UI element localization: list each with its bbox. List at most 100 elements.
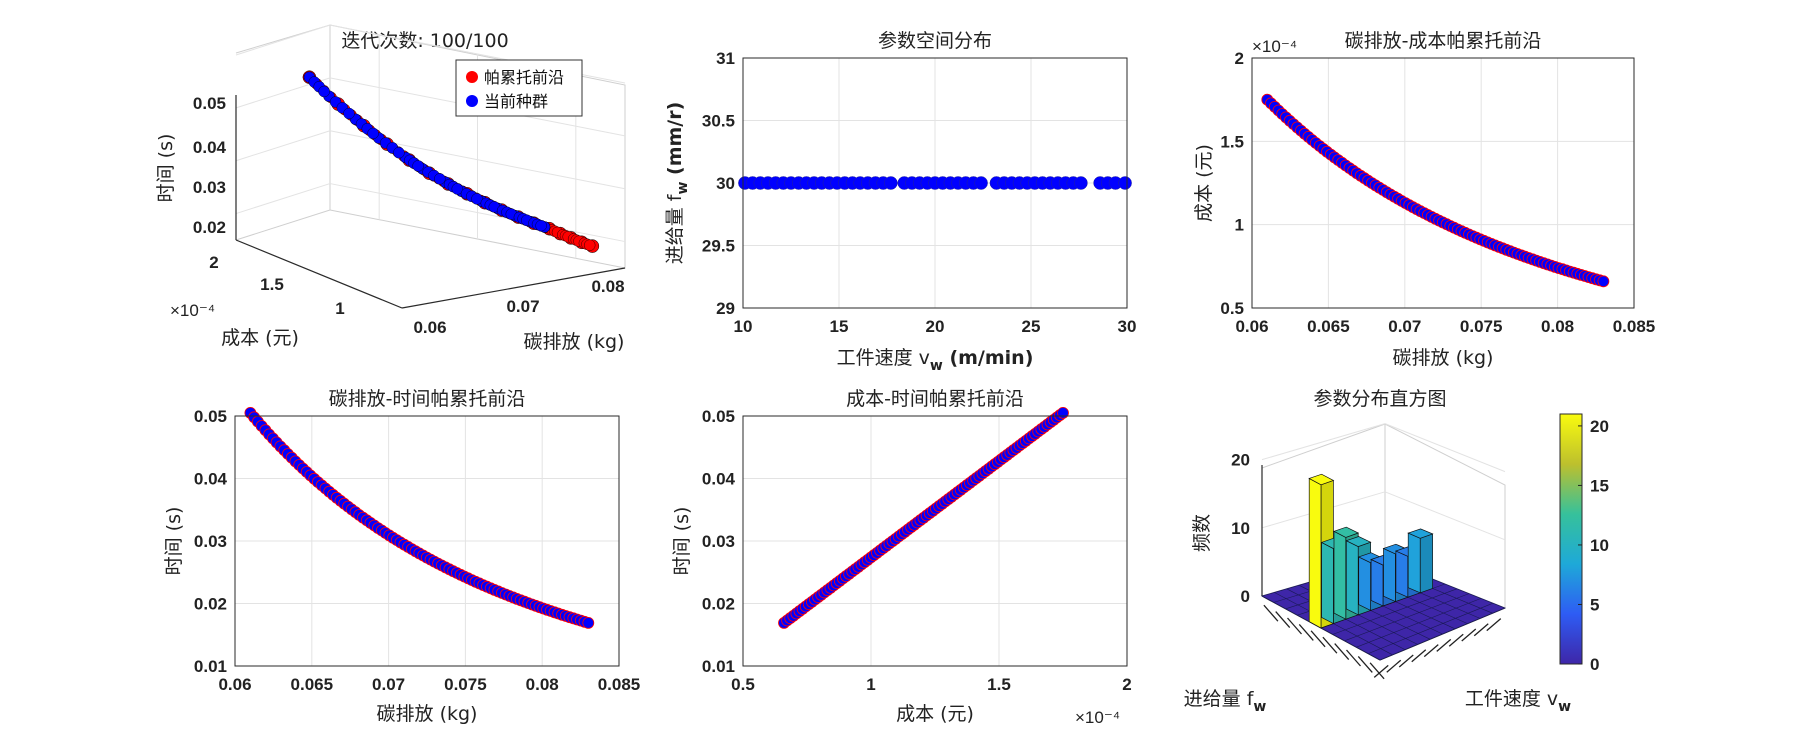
- data-point: [582, 617, 595, 629]
- data-point: [1057, 406, 1069, 419]
- x-tick-label: 0.07: [506, 297, 539, 316]
- data-point: [974, 176, 988, 190]
- histogram-bar-front: [1419, 533, 1433, 594]
- panel-2-title: 参数空间分布: [878, 30, 992, 52]
- data-point: [1118, 176, 1132, 190]
- legend-marker-red: [466, 71, 478, 83]
- 3d-axes: [235, 95, 626, 309]
- panel-6-title: 参数分布直方图: [1313, 388, 1446, 410]
- z-tick-label: 0.02: [193, 218, 226, 237]
- y-tick-label: 30: [716, 174, 735, 193]
- x-tick-mark: [1486, 618, 1502, 632]
- floor-grid-line: [1356, 598, 1482, 648]
- grid-line: [235, 183, 331, 215]
- 3d-scatter-points: [302, 70, 600, 253]
- y-tick-mark: [1346, 649, 1361, 667]
- panel-histogram-3d: 参数分布直方图 0 10 20 频数 进给量 fw 工件速度 vw: [1184, 388, 1609, 715]
- grid-lines: [742, 415, 1128, 667]
- colorbar-tick-label: 20: [1590, 417, 1609, 436]
- scatter-points: [738, 176, 1132, 190]
- x-tick-mark: [1398, 654, 1414, 668]
- histogram-bar-side: [1370, 558, 1384, 607]
- x-exponent-label: ×10⁻⁴: [1075, 708, 1120, 727]
- panel-pareto-3d: 迭代次数: 100/100 0.05 0.04 0.03 0.02 2 1.5 …: [155, 24, 626, 353]
- histogram-bars: [1308, 473, 1434, 629]
- y-tick-mark: [1310, 630, 1326, 648]
- data-point: [1597, 275, 1610, 288]
- y-tick-label: 0.01: [194, 657, 227, 676]
- x-tick-label: 0.065: [291, 675, 334, 694]
- x-axis-label: 工件速度 vw (m/min): [837, 347, 1034, 374]
- grid-line: [1384, 491, 1506, 541]
- y-tick-mark: [1298, 623, 1314, 641]
- histogram-bar-top: [1407, 528, 1434, 539]
- x-tick-label: 1: [866, 675, 875, 694]
- y-tick-label: 29: [716, 299, 735, 318]
- y-tick-label: 0.03: [194, 532, 227, 551]
- x-tick-label: 15: [830, 317, 849, 336]
- x-axis-label: 碳排放 (kg): [1393, 347, 1494, 369]
- back-wall-left: [235, 24, 331, 241]
- histogram-bar-side: [1358, 556, 1371, 611]
- legend-box: [455, 59, 583, 117]
- scatter-points: [778, 406, 1069, 629]
- panel-3-title: 碳排放-成本帕累托前沿: [1345, 30, 1542, 52]
- histogram-bar-side: [1407, 532, 1421, 594]
- colorbar-tick-label: 10: [1590, 536, 1609, 555]
- y-axis-label: 成本 (元): [1193, 144, 1215, 222]
- x-tick-label: 1.5: [987, 675, 1011, 694]
- data-point: [393, 146, 405, 159]
- y-tick-label: 0.01: [702, 657, 735, 676]
- x-tick-mark: [1386, 659, 1402, 673]
- grid-line: [1384, 423, 1506, 473]
- x-tick-label: 0.07: [372, 675, 405, 694]
- x-axis-label: 成本 (元): [896, 703, 974, 725]
- x-tick-mark: [1436, 638, 1452, 652]
- axes-frame: [742, 415, 1128, 667]
- y-tick-mark: [1275, 611, 1291, 629]
- x-tick-label: 0.06: [1235, 317, 1268, 336]
- x-axis-label: 工件速度 vw: [1465, 688, 1571, 715]
- y-tick-label: 0.04: [194, 470, 228, 489]
- histogram-bar-side: [1333, 530, 1347, 620]
- x-tick-mark: [1423, 644, 1439, 658]
- x-axis-line: [401, 267, 626, 309]
- grid-line: [235, 130, 331, 162]
- y-tick-label: 29.5: [702, 237, 735, 256]
- axes-frame: [234, 415, 620, 667]
- y-tick-label: 0.02: [194, 595, 227, 614]
- y-tick-label: 30.5: [702, 112, 735, 131]
- y-tick-label: 1: [335, 299, 344, 318]
- y-tick-label: 0.05: [702, 407, 735, 426]
- axes-frame: [742, 57, 1128, 309]
- panel-cost-time: 成本-时间帕累托前沿 0.5 1 1.5 20.010.020.030.040.05 …: [671, 388, 1132, 727]
- z-tick-label: 0.04: [193, 138, 227, 157]
- y-exponent-label: ×10⁻⁴: [170, 301, 215, 320]
- z-tick-label: 10: [1231, 519, 1250, 538]
- data-point: [1074, 176, 1088, 190]
- z-axis-label: 时间 (s): [155, 134, 177, 203]
- y-axis-line: [235, 239, 403, 309]
- y-tick-label: 1.5: [1220, 132, 1244, 151]
- x-tick-mark: [1473, 623, 1489, 637]
- floor-grid-line: [1344, 593, 1470, 642]
- y-axis-label: 成本 (元): [221, 327, 299, 349]
- y-tick-label: 1.5: [260, 275, 284, 294]
- histogram-bar-top: [1333, 526, 1360, 538]
- z-axis-label: 频数: [1191, 514, 1213, 552]
- data-point: [451, 183, 463, 195]
- tick-labels: 10 15 20 25 30 29 29.5 30 30.5 31: [702, 49, 1137, 336]
- data-point: [584, 239, 596, 251]
- y-tick-label: 0.05: [194, 407, 227, 426]
- x-tick-label: 0.085: [1613, 317, 1656, 336]
- x-tick-label: 20: [926, 317, 945, 336]
- x-tick-label: 0.06: [218, 675, 251, 694]
- x-tick-label: 0.075: [444, 675, 487, 694]
- data-point: [367, 127, 379, 140]
- data-point: [434, 173, 446, 185]
- y-tick-mark: [1287, 617, 1302, 635]
- colorbar-tick-label: 15: [1590, 476, 1609, 495]
- y-tick-mark: [1322, 636, 1338, 654]
- axes-frame: [1251, 57, 1635, 309]
- y-tick-mark: [1263, 604, 1279, 622]
